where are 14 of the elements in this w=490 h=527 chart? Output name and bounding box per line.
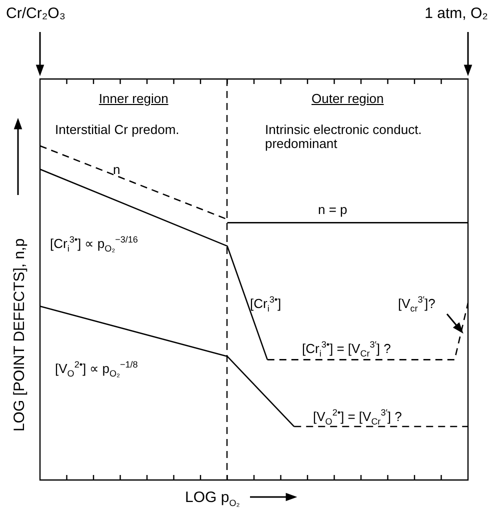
text: Cr/Cr₂O₃ [6,5,66,22]
y-axis-title: LOG [POINT DEFECTS], n,p [10,238,28,432]
text: Outer region [311,91,384,106]
x-axis-title: LOG p$_{O₂}$ [185,489,240,509]
annotation: [Cr$_{i}$$^{3•}$] = [V$_{Cr}$$^{3′}$] ? [302,340,391,360]
text: 1 atm, O₂ [424,5,488,22]
annotation: [V$_{cr}$$^{3′}$]? [398,294,436,314]
annotation: [V$_{O}$$^{2•}$] = [V$_{Cr}$$^{3′}$] ? [313,408,402,428]
annotation: Intrinsic electronic conduct. predominant [265,122,423,152]
annotation: [Cr$_{i}$$^{3•}$] [250,294,282,314]
text: Interstitial Cr predom. [55,122,180,138]
annotation: n = p [318,202,348,218]
text: Inner region [98,91,168,106]
annotation: n [113,162,120,178]
